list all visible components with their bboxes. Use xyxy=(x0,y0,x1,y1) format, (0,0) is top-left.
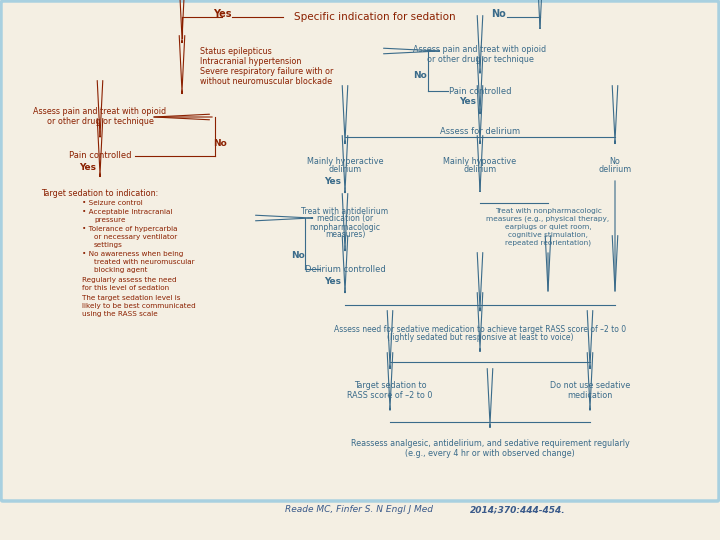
Text: Mainly hyperactive: Mainly hyperactive xyxy=(307,157,383,165)
Text: cognitive stimulation,: cognitive stimulation, xyxy=(508,232,588,238)
Text: blocking agent: blocking agent xyxy=(94,267,148,273)
Text: Target sedation to: Target sedation to xyxy=(354,381,426,390)
Text: Yes: Yes xyxy=(325,178,341,186)
Text: Mainly hypoactive: Mainly hypoactive xyxy=(444,157,516,165)
Text: Yes: Yes xyxy=(79,163,96,172)
Text: Target sedation to indication:: Target sedation to indication: xyxy=(41,188,158,198)
Text: Intracranial hypertension: Intracranial hypertension xyxy=(200,57,302,66)
Text: Regularly assess the need: Regularly assess the need xyxy=(82,277,176,283)
Text: RASS score of –2 to 0: RASS score of –2 to 0 xyxy=(347,390,433,400)
Text: Pain controlled: Pain controlled xyxy=(449,86,511,96)
Text: Severe respiratory failure with or: Severe respiratory failure with or xyxy=(200,68,333,77)
Text: Do not use sedative: Do not use sedative xyxy=(550,381,630,390)
Text: treated with neuromuscular: treated with neuromuscular xyxy=(94,259,194,265)
Text: likely to be best communicated: likely to be best communicated xyxy=(82,303,196,309)
Text: measures): measures) xyxy=(325,231,365,240)
Text: Reade MC, Finfer S. N Engl J Med: Reade MC, Finfer S. N Engl J Med xyxy=(285,505,436,515)
Text: Yes: Yes xyxy=(212,9,231,19)
Text: Status epilepticus: Status epilepticus xyxy=(200,48,271,57)
Text: Yes: Yes xyxy=(459,98,477,106)
Text: medication (or: medication (or xyxy=(317,214,373,224)
Text: nonpharmacologic: nonpharmacologic xyxy=(310,222,380,232)
Text: delirium: delirium xyxy=(328,165,361,174)
Text: pressure: pressure xyxy=(94,217,125,223)
Text: (e.g., every 4 hr or with observed change): (e.g., every 4 hr or with observed chang… xyxy=(405,449,575,457)
Text: for this level of sedation: for this level of sedation xyxy=(82,285,169,291)
Text: settings: settings xyxy=(94,242,123,248)
Text: The target sedation level is: The target sedation level is xyxy=(82,295,181,301)
Text: or other drug or technique: or other drug or technique xyxy=(47,117,153,125)
Text: Assess pain and treat with opioid: Assess pain and treat with opioid xyxy=(33,107,166,117)
Text: delirium: delirium xyxy=(464,165,497,174)
Text: No: No xyxy=(610,157,621,165)
Text: 2014;370:444-454.: 2014;370:444-454. xyxy=(470,505,566,515)
Text: measures (e.g., physical therapy,: measures (e.g., physical therapy, xyxy=(487,216,610,222)
Text: using the RASS scale: using the RASS scale xyxy=(82,311,158,317)
Text: Delirium controlled: Delirium controlled xyxy=(305,265,385,273)
Text: medication: medication xyxy=(567,390,613,400)
Text: No: No xyxy=(490,9,505,19)
Text: • No awareness when being: • No awareness when being xyxy=(82,251,184,257)
Text: Treat with nonpharmacologic: Treat with nonpharmacologic xyxy=(495,208,601,214)
Text: Assess pain and treat with opioid: Assess pain and treat with opioid xyxy=(413,45,546,55)
Text: Assess need for sedative medication to achieve target RASS score of –2 to 0: Assess need for sedative medication to a… xyxy=(334,325,626,334)
Text: (lightly sedated but responsive at least to voice): (lightly sedated but responsive at least… xyxy=(387,334,573,342)
Text: • Seizure control: • Seizure control xyxy=(82,200,143,206)
Text: Yes: Yes xyxy=(325,276,341,286)
Text: Pain controlled: Pain controlled xyxy=(68,152,131,160)
Text: earplugs or quiet room,: earplugs or quiet room, xyxy=(505,224,591,230)
Text: No: No xyxy=(413,71,427,79)
Text: Assess for delirium: Assess for delirium xyxy=(440,127,520,137)
Text: • Acceptable Intracranial: • Acceptable Intracranial xyxy=(82,209,172,215)
Text: without neuromuscular blockade: without neuromuscular blockade xyxy=(200,78,332,86)
Text: delirium: delirium xyxy=(598,165,631,174)
Text: No: No xyxy=(213,138,227,147)
Text: or necessary ventilator: or necessary ventilator xyxy=(94,234,177,240)
Text: Reassess analgesic, antidelirium, and sedative requirement regularly: Reassess analgesic, antidelirium, and se… xyxy=(351,440,629,449)
Text: • Tolerance of hypercarbia: • Tolerance of hypercarbia xyxy=(82,226,178,232)
Text: Specific indication for sedation: Specific indication for sedation xyxy=(294,12,456,22)
FancyBboxPatch shape xyxy=(1,1,719,501)
Text: repeated reorientation): repeated reorientation) xyxy=(505,240,591,246)
Text: or other drug or technique: or other drug or technique xyxy=(426,55,534,64)
Text: Treat with antidelirium: Treat with antidelirium xyxy=(302,206,389,215)
Text: No: No xyxy=(291,251,305,260)
